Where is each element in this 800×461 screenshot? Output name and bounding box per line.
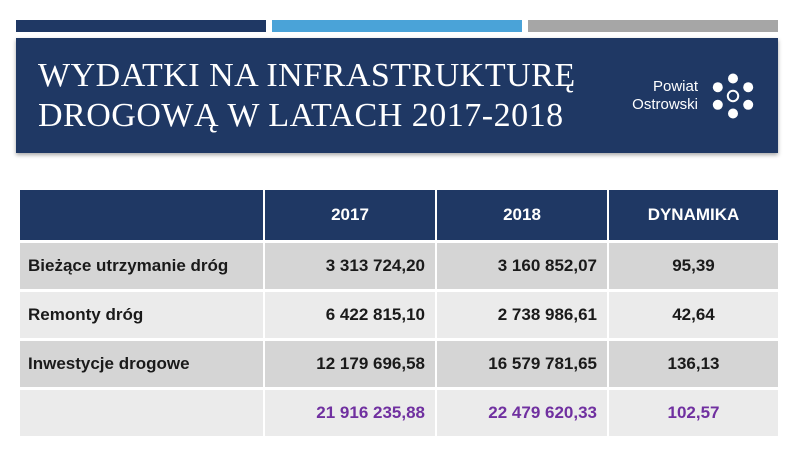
value-dynamika: 136,13 [608,338,778,389]
logo-line-2: Ostrowski [632,96,698,113]
value-2018: 16 579 781,65 [436,338,609,389]
title-banner: WYDATKI NA INFRASTRUKTURĘ DROGOWĄ W LATA… [16,38,778,153]
logo-line-1: Powiat [652,78,698,95]
total-dynamika: 102,57 [608,387,778,436]
table-header-row: 2017 2018 DYNAMIKA [20,190,778,242]
title-line-2: DROGOWĄ W LATACH 2017-2018 [38,97,564,134]
header-empty [20,190,265,242]
total-2018: 22 479 620,33 [436,387,609,436]
value-dynamika: 95,39 [608,240,778,291]
powiat-logo: Powiat Ostrowski [632,70,756,122]
accent-bar-navy [16,20,266,32]
value-2018: 3 160 852,07 [436,240,609,291]
total-row: 21 916 235,88 22 479 620,33 102,57 [20,387,778,436]
table-row: Bieżące utrzymanie dróg 3 313 724,20 3 1… [20,240,778,291]
logo-text: Powiat Ostrowski [632,78,698,114]
value-2017: 6 422 815,10 [264,289,437,340]
header-2018: 2018 [436,190,609,242]
total-label [20,387,265,436]
row-label: Remonty dróg [20,289,265,340]
flower-dots-icon [712,73,754,119]
accent-bar-blue [272,20,522,32]
table-row: Remonty dróg 6 422 815,10 2 738 986,61 4… [20,289,778,340]
value-2017: 3 313 724,20 [264,240,437,291]
page-title: WYDATKI NA INFRASTRUKTURĘ DROGOWĄ W LATA… [38,56,598,136]
total-2017: 21 916 235,88 [264,387,437,436]
title-line-1: WYDATKI NA INFRASTRUKTURĘ [38,57,576,94]
top-accent-bars [16,20,778,32]
expenses-table: 2017 2018 DYNAMIKA Bieżące utrzymanie dr… [20,190,778,436]
header-dynamika: DYNAMIKA [608,190,778,242]
value-2017: 12 179 696,58 [264,338,437,389]
accent-bar-gray [528,20,778,32]
table-row: Inwestycje drogowe 12 179 696,58 16 579 … [20,338,778,389]
row-label: Inwestycje drogowe [20,338,265,389]
value-dynamika: 42,64 [608,289,778,340]
value-2018: 2 738 986,61 [436,289,609,340]
row-label: Bieżące utrzymanie dróg [20,240,265,291]
header-2017: 2017 [264,190,437,242]
